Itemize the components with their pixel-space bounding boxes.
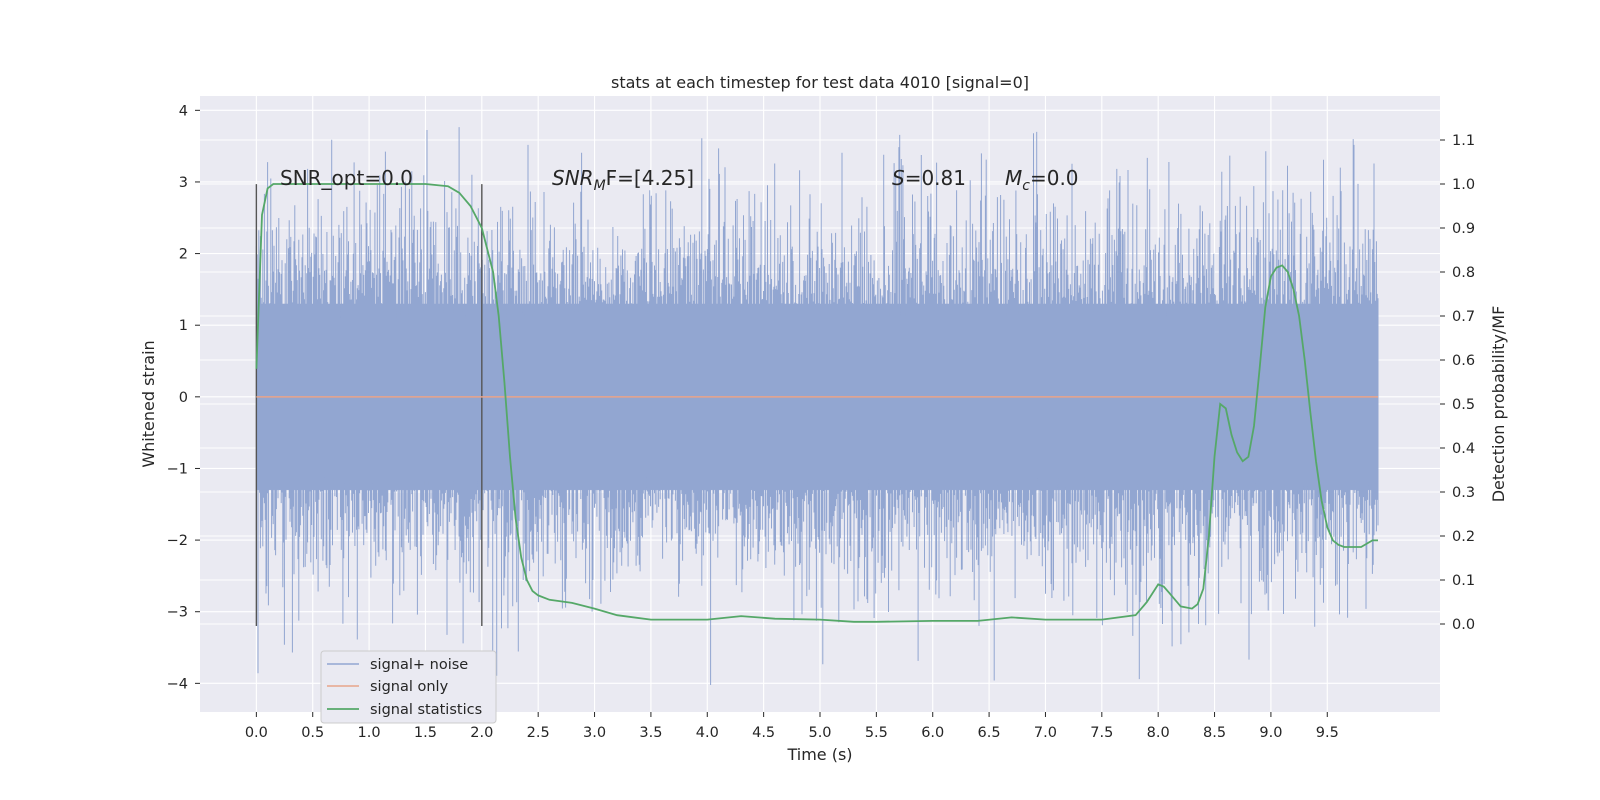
- legend-label-signal-noise: signal+ noise: [370, 657, 468, 673]
- y-right-tick-label: 0.6: [1452, 353, 1475, 369]
- y-tick-label: −4: [167, 676, 188, 692]
- x-tick-label: 8.5: [1203, 725, 1226, 741]
- annotation-snr-opt: SNR_opt=0.0: [280, 166, 413, 190]
- y-tick-label: 4: [179, 103, 188, 119]
- y-tick-label: 0: [179, 390, 188, 406]
- annotation-snr-mf: SNRMF=[4.25]: [552, 166, 694, 194]
- legend-label-signal-only: signal only: [370, 679, 449, 695]
- y-right-axis-label: Detection probability/MF: [1489, 306, 1508, 503]
- y-right-tick-label: 1.1: [1452, 133, 1475, 149]
- x-tick-label: 4.0: [696, 725, 719, 741]
- snr-mf-symbol: SNR: [552, 166, 594, 190]
- x-axis-label: Time (s): [786, 745, 852, 764]
- y-tick-label: 1: [179, 318, 188, 334]
- y-tick-label: 2: [179, 247, 188, 263]
- window-markers: [255, 184, 483, 627]
- y-axis-label: Whitened strain: [139, 340, 158, 467]
- y-tick-labels: 4 3 2 1 0 −1 −2 −3 −4: [167, 103, 200, 692]
- y-right-tick-label: 0.8: [1452, 265, 1475, 281]
- y-right-tick-label: 1.0: [1452, 177, 1475, 193]
- x-tick-label: 9.5: [1316, 725, 1339, 741]
- legend-box: [320, 650, 497, 724]
- annotation-s: S=0.81: [892, 166, 966, 190]
- x-tick-label: 6.5: [978, 725, 1001, 741]
- annotation-mc: Mc=0.0: [1005, 166, 1079, 194]
- s-symbol: S: [892, 166, 905, 190]
- x-tick-label: 2.5: [527, 725, 550, 741]
- y-right-tick-label: 0.5: [1452, 397, 1475, 413]
- x-tick-label: 1.0: [358, 725, 381, 741]
- x-tick-label: 9.0: [1259, 725, 1282, 741]
- legend-label-signal-statistics: signal statistics: [370, 702, 482, 718]
- y-tick-label: −1: [167, 461, 188, 477]
- y-right-tick-label: 0.3: [1452, 485, 1475, 501]
- snr-mf-value: F=[4.25]: [606, 166, 694, 190]
- x-tick-label: 0.5: [301, 725, 324, 741]
- signal-statistics-line: [255, 183, 1378, 623]
- y-right-tick-label: 0.7: [1452, 309, 1475, 325]
- s-value: =0.81: [905, 166, 966, 190]
- x-tick-label: 1.5: [414, 725, 437, 741]
- y-right-tick-labels: 1.1 1.0 0.9 0.8 0.7 0.6 0.5 0.4 0.3 0.2 0.1 0.0: [1440, 133, 1475, 633]
- mc-value: =0.0: [1030, 166, 1079, 190]
- y-right-tick-label: 0.1: [1452, 573, 1475, 589]
- legend: signal+ noise signal only signal statist…: [320, 650, 497, 724]
- x-tick-label: 2.0: [470, 725, 493, 741]
- chart-title: stats at each timestep for test data 401…: [611, 73, 1029, 92]
- y-right-tick-label: 0.2: [1452, 529, 1475, 545]
- y-tick-label: −2: [167, 533, 188, 549]
- x-tick-label: 8.0: [1147, 725, 1170, 741]
- x-tick-label: 6.0: [921, 725, 944, 741]
- x-tick-label: 3.0: [583, 725, 606, 741]
- x-tick-label: 0.0: [245, 725, 268, 741]
- x-tick-label: 3.5: [639, 725, 662, 741]
- y-right-tick-label: 0.4: [1452, 441, 1475, 457]
- x-tick-label: 7.5: [1090, 725, 1113, 741]
- x-tick-label: 4.5: [752, 725, 775, 741]
- mc-subscript: c: [1022, 178, 1030, 194]
- y-right-tick-label: 0.0: [1452, 617, 1475, 633]
- x-tick-label: 7.0: [1034, 725, 1057, 741]
- y-tick-label: −3: [167, 605, 188, 621]
- snr-mf-subscript: M: [594, 178, 606, 194]
- mc-symbol: M: [1005, 166, 1022, 190]
- x-tick-label: 5.5: [865, 725, 888, 741]
- x-tick-label: 5.0: [808, 725, 831, 741]
- y-tick-label: 3: [179, 175, 188, 191]
- y-right-tick-label: 0.9: [1452, 221, 1475, 237]
- x-tick-labels: 0.0 0.5 1.0 1.5 2.0 2.5 3.0 3.5 4.0 4.5 5.0 5.5 6.0 6…: [245, 712, 1339, 741]
